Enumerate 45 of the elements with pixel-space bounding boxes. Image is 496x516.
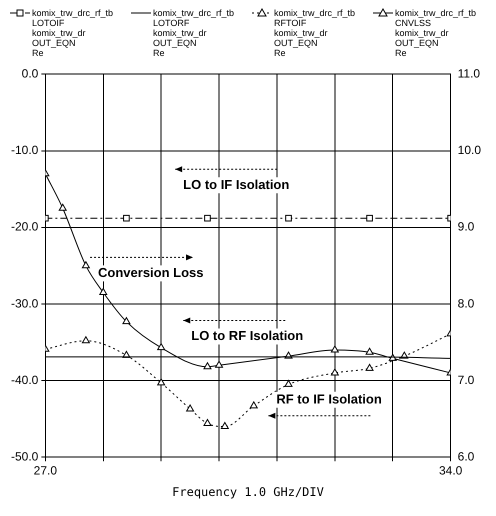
point bbox=[215, 360, 224, 368]
point bbox=[204, 418, 212, 426]
legend-label: komix_trw_drc_rf_tb CNVLSS komix_trw_dr OUT_EQN Re bbox=[395, 8, 476, 58]
point bbox=[157, 343, 166, 350]
legend-label: komix_trw_drc_rf_tb LOTORF komix_trw_dr OUT_EQN Re bbox=[153, 8, 234, 58]
x-axis-title: Frequency 1.0 GHz/DIV bbox=[172, 484, 324, 499]
point bbox=[285, 214, 292, 222]
point bbox=[204, 214, 211, 222]
x-tick-label: 27.0 bbox=[34, 464, 58, 478]
y2-tick-label: 9.0 bbox=[458, 220, 475, 234]
point bbox=[366, 364, 374, 371]
legend-label: komix_trw_drc_rf_tb LOTOIF komix_trw_dr OUT_EQN Re bbox=[32, 8, 114, 58]
annotation: Conversion Loss bbox=[98, 264, 204, 280]
y-tick-label: -40.0 bbox=[10, 372, 39, 387]
point bbox=[123, 214, 130, 222]
point bbox=[250, 401, 258, 408]
y-tick-label: -10.0 bbox=[10, 143, 39, 158]
y-tick-label: 0.0 bbox=[22, 66, 39, 81]
y2-tick-label: 8.0 bbox=[458, 296, 475, 310]
point bbox=[186, 404, 194, 412]
y-tick-label: -50.0 bbox=[10, 450, 39, 464]
y2-tick-label: 7.0 bbox=[458, 372, 475, 387]
point bbox=[284, 380, 292, 387]
point bbox=[330, 368, 339, 376]
annotation: RF to IF Isolation bbox=[276, 391, 382, 406]
point bbox=[220, 422, 229, 430]
point bbox=[82, 261, 90, 268]
point bbox=[82, 336, 90, 344]
point bbox=[204, 362, 212, 370]
point bbox=[122, 317, 130, 324]
y2-tick-label: 10.0 bbox=[458, 143, 482, 158]
legend-label: komix_trw_drc_rf_tb RFTOIF komix_trw_dr OUT_EQN Re bbox=[274, 8, 356, 58]
annotation: LO to RF Isolation bbox=[191, 328, 304, 344]
point bbox=[99, 288, 108, 296]
y2-tick-label: 11.0 bbox=[458, 66, 480, 81]
point bbox=[366, 214, 373, 222]
point bbox=[330, 345, 339, 352]
annotation: LO to IF Isolation bbox=[183, 176, 290, 192]
point bbox=[157, 378, 166, 386]
x-tick-label: 34.0 bbox=[438, 464, 463, 478]
y2-tick-label: 6.0 bbox=[458, 450, 475, 464]
y-tick-label: -30.0 bbox=[10, 296, 39, 310]
y-tick-label: -20.0 bbox=[10, 220, 39, 234]
point bbox=[58, 204, 67, 211]
point bbox=[366, 348, 374, 355]
